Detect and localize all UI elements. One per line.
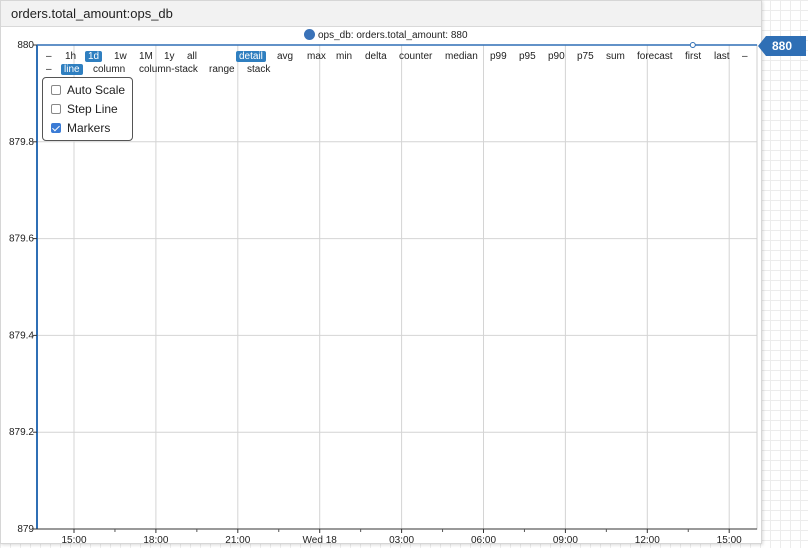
- aggregation-menu-item[interactable]: avg: [277, 51, 294, 62]
- aggregation-menu-item[interactable]: detail: [236, 51, 266, 62]
- chart-type-menu-item[interactable]: column: [93, 64, 126, 75]
- chart-type-menu-item[interactable]: range: [209, 64, 235, 75]
- aggregation-menu-item[interactable]: delta: [365, 51, 387, 62]
- x-tick-label: 21:00: [225, 535, 250, 546]
- aggregation-menu-item[interactable]: forecast: [637, 51, 673, 62]
- step-line-option[interactable]: Step Line: [51, 101, 118, 117]
- y-tick-label: 879: [17, 524, 34, 535]
- widget-title: orders.total_amount:ops_db: [11, 6, 173, 21]
- chart-grid: [37, 45, 757, 529]
- badge-shape: [758, 36, 806, 56]
- aggregation-menu-item[interactable]: p90: [548, 51, 565, 62]
- chart-legend[interactable]: ops_db: orders.total_amount: 880: [304, 29, 468, 41]
- x-tick-label: 12:00: [635, 535, 660, 546]
- y-axis-ticks: 880 879.8 879.6 879.4 879.2 879: [9, 40, 37, 535]
- aggregation-menu-item[interactable]: p99: [490, 51, 507, 62]
- x-tick-label: 09:00: [553, 535, 578, 546]
- legend-label: ops_db: orders.total_amount: 880: [318, 30, 468, 41]
- aggregation-menu-item[interactable]: p75: [577, 51, 594, 62]
- chart-series: [37, 42, 757, 48]
- auto-scale-label: Auto Scale: [67, 83, 126, 97]
- aggregation-menu-item[interactable]: 1h: [65, 51, 77, 62]
- aggregation-menu-item[interactable]: sum: [606, 51, 625, 62]
- x-tick-label: 06:00: [471, 535, 496, 546]
- aggregation-menu-item[interactable]: 1d: [85, 51, 103, 62]
- aggregation-menu-item[interactable]: 1M: [139, 51, 153, 62]
- x-axis-ticks: 15:00 18:00 21:00 Wed 18 03:00 06:00 09:00 12:0…: [61, 529, 742, 546]
- aggregation-menu-item[interactable]: 1y: [164, 51, 175, 62]
- aggregation-menu-item[interactable]: counter: [399, 51, 433, 62]
- widget-header: orders.total_amount:ops_db: [1, 1, 761, 27]
- markers-label: Markers: [67, 121, 111, 135]
- y-tick-label: 879.2: [9, 427, 34, 438]
- chart-type-menu-item[interactable]: line: [61, 64, 83, 75]
- aggregation-menu-item[interactable]: p95: [519, 51, 536, 62]
- aggregation-menu-item[interactable]: –: [742, 51, 748, 62]
- auto-scale-checkbox[interactable]: [51, 85, 61, 95]
- chart-type-menu-item[interactable]: –: [46, 64, 52, 75]
- aggregation-menu-item[interactable]: –: [46, 51, 52, 62]
- step-line-label: Step Line: [67, 102, 118, 116]
- chart-type-menu-item[interactable]: stack: [247, 64, 271, 75]
- y-tick-label: 879.8: [9, 137, 34, 148]
- plot-frame: [36, 44, 758, 530]
- x-tick-label: Wed 18: [303, 535, 338, 546]
- aggregation-menu-item[interactable]: max: [307, 51, 326, 62]
- markers-checkbox[interactable]: [51, 123, 61, 133]
- aggregation-menu: – 1h 1d 1w 1M 1y all detail avg max min delta counte…: [0, 51, 760, 63]
- legend-series-marker: [304, 29, 315, 40]
- current-value-badge: 880: [758, 36, 806, 56]
- chart-axes: [36, 44, 758, 530]
- markers-option[interactable]: Markers: [51, 120, 110, 136]
- options-panel: Auto Scale Step Line Markers: [42, 77, 133, 141]
- x-tick-label: 18:00: [143, 535, 168, 546]
- step-line-checkbox[interactable]: [51, 104, 61, 114]
- data-point-marker: [689, 42, 696, 48]
- aggregation-menu-item[interactable]: last: [714, 51, 730, 62]
- aggregation-menu-item[interactable]: median: [445, 51, 478, 62]
- x-tick-label: 15:00: [717, 535, 742, 546]
- aggregation-menu-item[interactable]: 1w: [114, 51, 127, 62]
- y-tick-label: 879.6: [9, 234, 34, 245]
- aggregation-menu-item[interactable]: all: [187, 51, 198, 62]
- badge-value: 880: [772, 39, 793, 53]
- x-tick-label: 03:00: [389, 535, 414, 546]
- aggregation-menu-item[interactable]: min: [336, 51, 353, 62]
- y-tick-label: 880: [17, 40, 34, 51]
- auto-scale-option[interactable]: Auto Scale: [51, 82, 125, 98]
- y-tick-label: 879.4: [9, 330, 34, 341]
- chart-type-menu: – line column column-stack range stack: [0, 64, 760, 76]
- chart-type-menu-item[interactable]: column-stack: [139, 64, 198, 75]
- aggregation-menu-item[interactable]: first: [685, 51, 702, 62]
- x-tick-label: 15:00: [61, 535, 86, 546]
